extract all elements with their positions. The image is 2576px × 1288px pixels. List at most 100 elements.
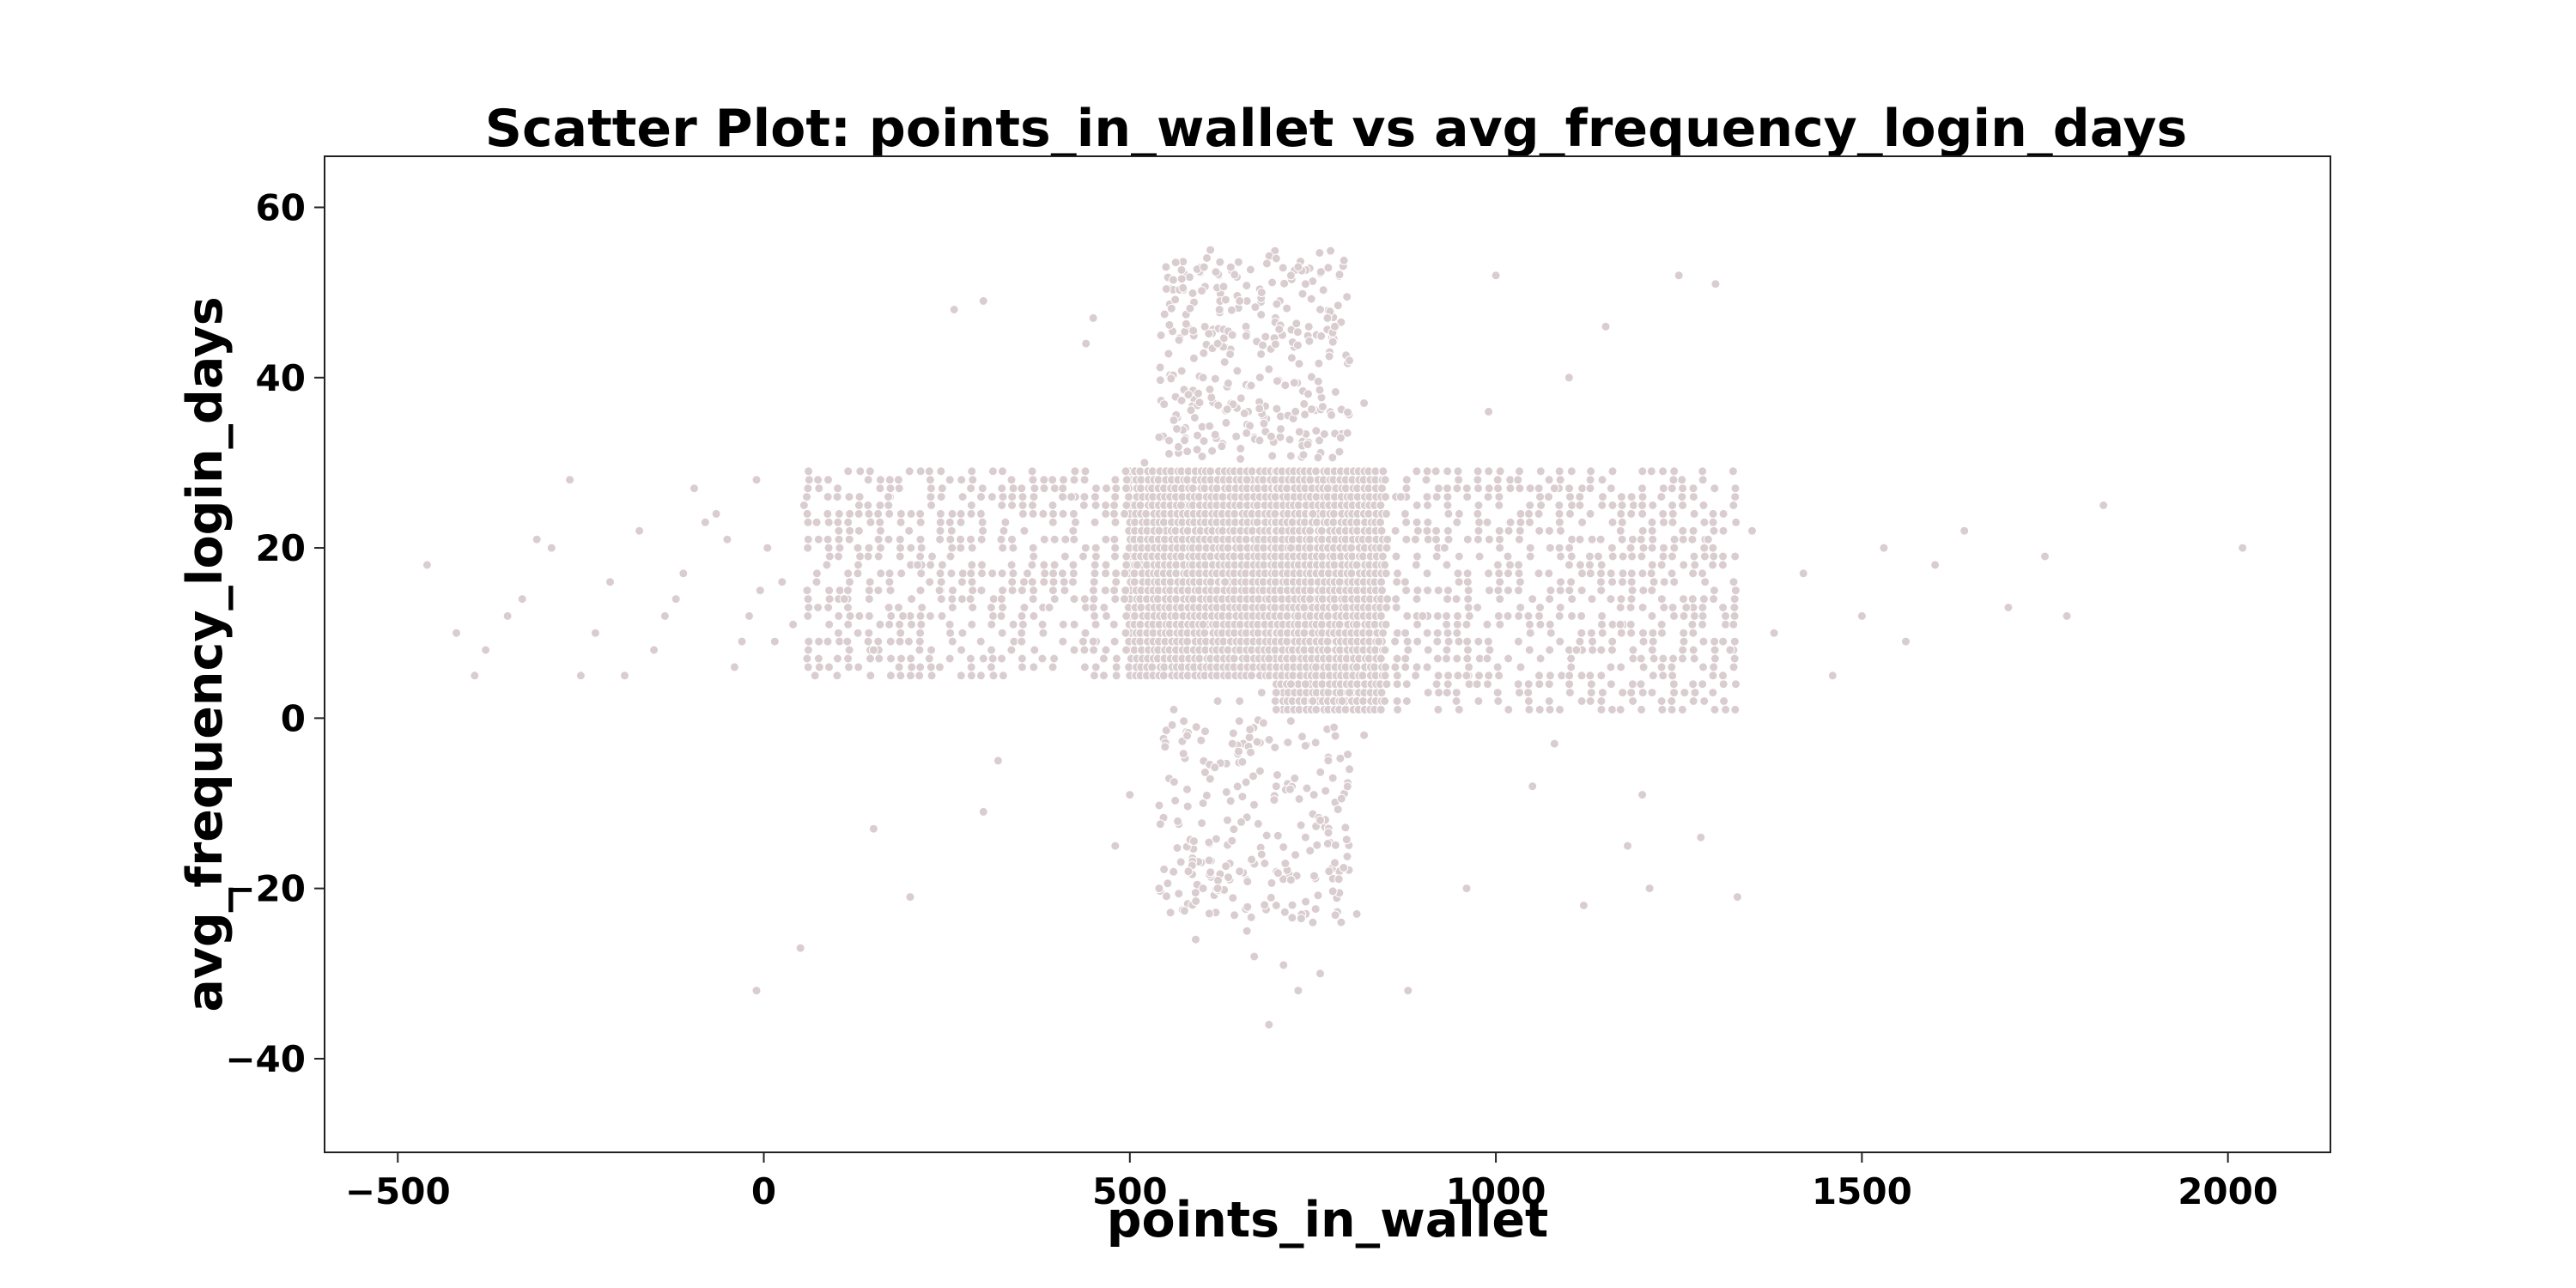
data-point (1039, 577, 1049, 587)
data-point (956, 534, 966, 544)
data-point (1323, 611, 1334, 621)
data-point (1374, 636, 1384, 647)
data-point (1008, 619, 1018, 629)
data-point (914, 636, 925, 647)
data-point (1439, 543, 1449, 553)
data-point (917, 603, 927, 612)
data-point (1068, 568, 1078, 579)
data-point (1171, 568, 1182, 579)
data-point (1304, 336, 1315, 346)
data-point (590, 628, 600, 638)
data-point (1556, 551, 1565, 562)
data-point (1280, 859, 1291, 868)
data-point (1235, 296, 1245, 306)
data-point (1101, 534, 1111, 544)
data-point (1303, 440, 1313, 450)
data-point (1564, 688, 1575, 698)
data-point (1299, 398, 1309, 409)
y-tick-label: 20 (256, 527, 306, 569)
data-point (1575, 501, 1585, 510)
data-point (1505, 517, 1516, 527)
data-point (795, 943, 805, 953)
data-point (1710, 483, 1720, 494)
data-point (1181, 319, 1191, 329)
data-point (1678, 501, 1688, 510)
data-point (1204, 329, 1214, 339)
data-point (1461, 884, 1472, 894)
data-point (1336, 793, 1346, 804)
data-point (998, 603, 1008, 612)
data-point (1596, 586, 1607, 596)
data-point (1618, 551, 1628, 562)
data-point (978, 806, 988, 817)
data-point (1656, 696, 1667, 706)
data-point (1234, 746, 1243, 756)
data-point (976, 586, 987, 596)
data-point (1080, 543, 1091, 553)
data-point (1223, 543, 1233, 553)
data-point (1452, 517, 1462, 527)
data-point (1287, 900, 1297, 910)
data-point (1381, 619, 1391, 629)
data-point (814, 662, 824, 672)
data-point (422, 560, 432, 570)
data-point (635, 526, 645, 536)
data-point (1483, 492, 1493, 502)
data-point (1089, 577, 1099, 587)
data-point (1534, 671, 1544, 681)
data-point (470, 671, 480, 681)
data-point (845, 526, 855, 536)
data-point (1504, 568, 1513, 579)
data-point (935, 517, 945, 527)
data-point (947, 594, 957, 605)
data-point (1473, 636, 1484, 647)
data-point (906, 508, 916, 519)
data-point (1300, 679, 1310, 690)
data-point (1200, 321, 1210, 331)
data-point (1485, 586, 1494, 596)
data-point (1709, 594, 1719, 605)
data-point (1400, 508, 1410, 519)
data-point (1462, 636, 1473, 647)
data-point (1513, 475, 1523, 485)
data-point (1352, 517, 1362, 527)
data-point (1286, 353, 1297, 363)
data-point (1721, 619, 1730, 629)
data-point (2003, 603, 2014, 612)
data-point (1305, 534, 1315, 544)
data-point (1554, 611, 1564, 621)
data-point (813, 475, 823, 485)
data-point (1048, 662, 1058, 672)
data-point (1659, 603, 1669, 612)
data-point (1039, 483, 1049, 494)
data-point (1290, 773, 1300, 783)
data-point (1382, 603, 1392, 612)
data-point (1030, 483, 1040, 494)
x-tick-label: −500 (345, 1170, 451, 1212)
data-point (1199, 348, 1209, 358)
data-point (737, 636, 747, 647)
data-point (1483, 679, 1492, 690)
data-point (1827, 671, 1838, 681)
data-point (937, 611, 947, 621)
data-point (788, 619, 799, 629)
data-point (1236, 443, 1246, 453)
data-point (1555, 475, 1565, 485)
data-point (834, 611, 844, 621)
data-point (1492, 560, 1503, 570)
data-point (1710, 645, 1720, 655)
data-point (1626, 628, 1637, 638)
data-point (1637, 790, 1648, 800)
data-point (1376, 526, 1387, 536)
data-point (1648, 671, 1658, 681)
data-point (1186, 405, 1196, 416)
data-point (1462, 568, 1473, 579)
data-point (1432, 653, 1443, 664)
data-point (1315, 248, 1325, 258)
data-point (1453, 611, 1462, 621)
data-point (1267, 277, 1278, 288)
data-point (1110, 517, 1121, 527)
data-point (1648, 534, 1658, 544)
data-point (1205, 421, 1215, 431)
data-point (1322, 636, 1333, 647)
